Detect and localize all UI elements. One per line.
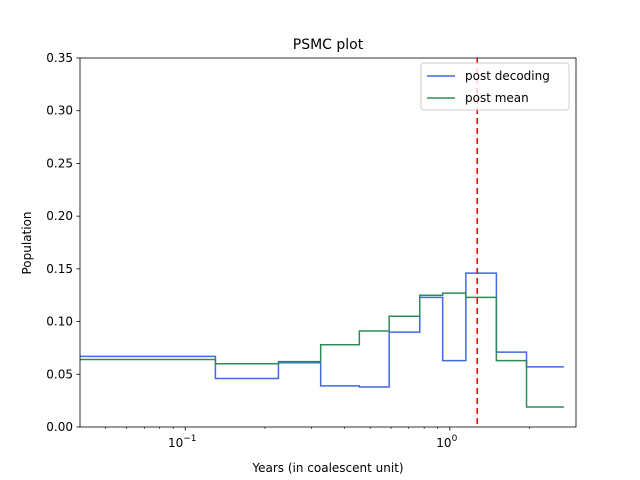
axes: 0.00 0.05 0.10 0.15 0.20 0.25 0.30 0.35 10−1 100 [46, 51, 577, 450]
legend: post decoding post mean [420, 62, 570, 111]
x-tick-label: 10−1 [168, 434, 197, 450]
legend-label-1: post decoding [465, 69, 550, 83]
chart-title: PSMC plot [293, 37, 364, 53]
y-tick-label: 0.25 [46, 156, 73, 170]
y-tick-label: 0.15 [46, 262, 73, 276]
y-tick-label: 0.20 [46, 209, 73, 223]
legend-label-2: post mean [465, 91, 529, 105]
y-tick-label: 0.00 [46, 420, 73, 434]
x-axis-label: Years (in coalescent unit) [251, 461, 403, 475]
y-axis-label: Population [20, 211, 34, 274]
y-tick-label: 0.35 [46, 51, 73, 65]
legend-box [420, 62, 570, 111]
x-tick-label: 100 [436, 434, 457, 450]
plot-area [80, 58, 564, 427]
y-tick-label: 0.05 [46, 367, 73, 381]
series-line-1 [80, 272, 564, 388]
y-tick-label: 0.30 [46, 104, 73, 118]
plot-frame [79, 57, 577, 428]
series-line-2 [80, 292, 564, 408]
y-tick-label: 0.10 [46, 315, 73, 329]
